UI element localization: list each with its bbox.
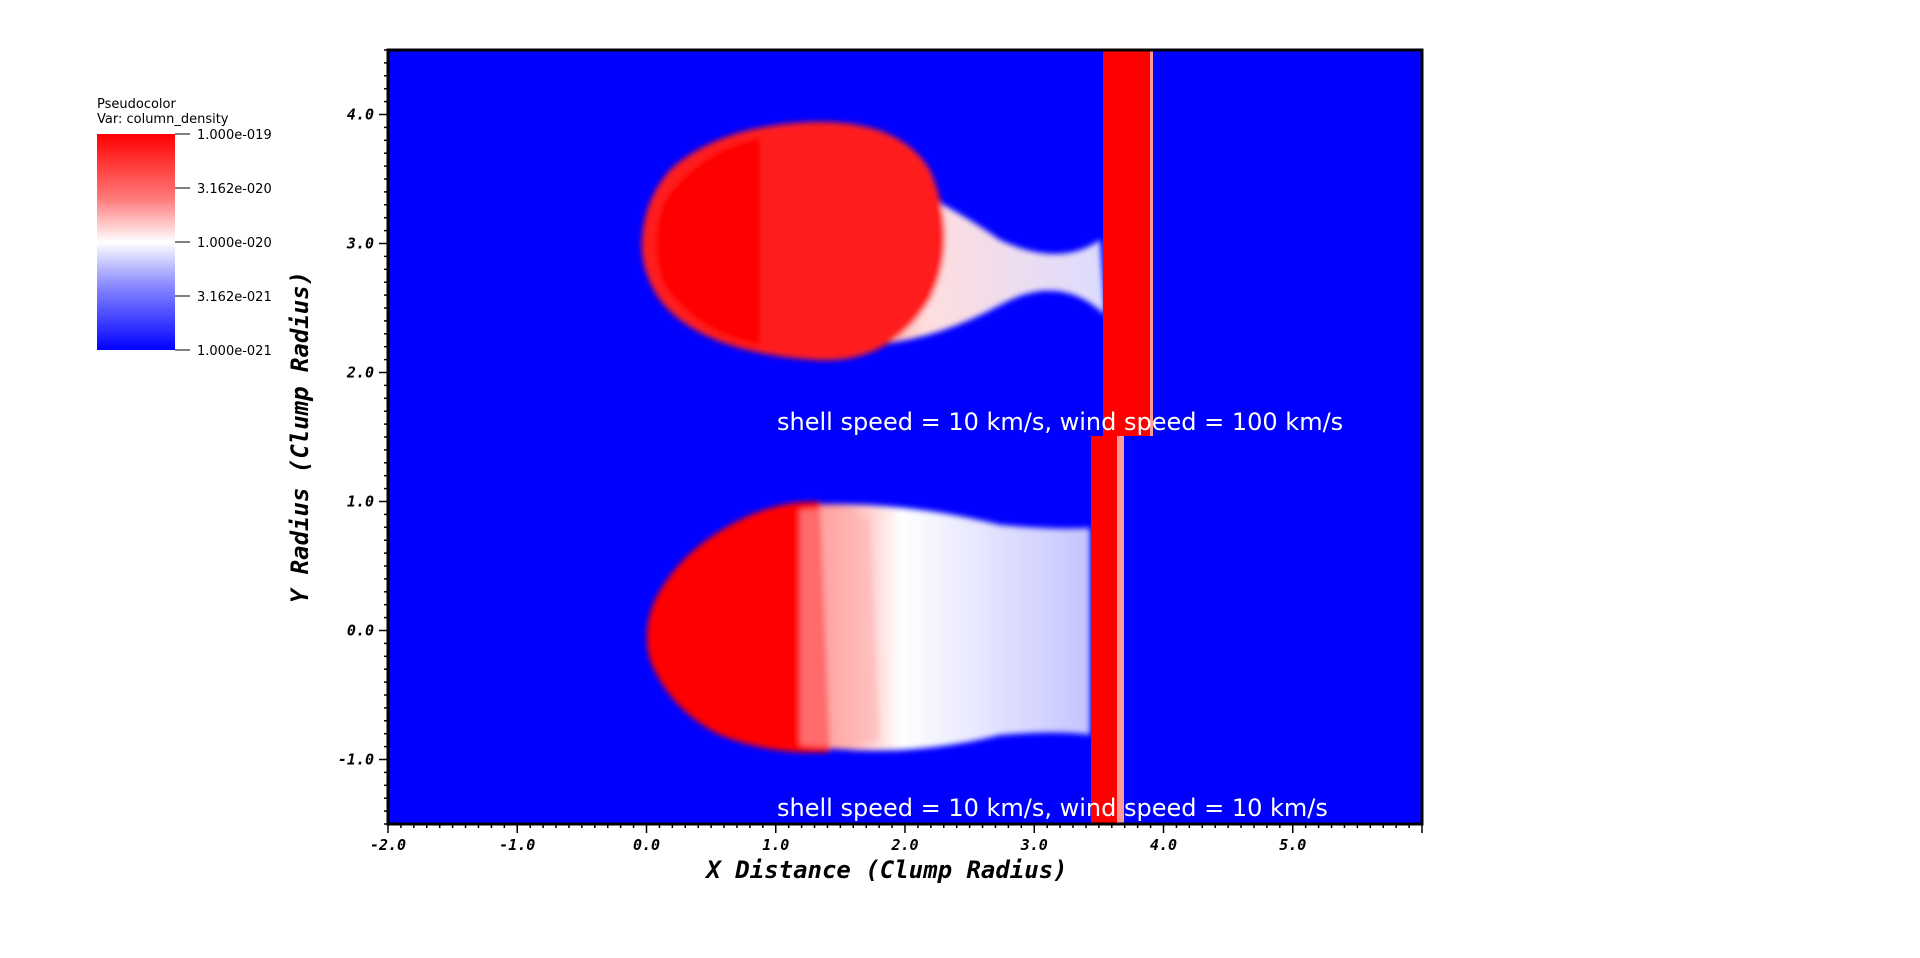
legend-title: Pseudocolor: [97, 97, 176, 112]
clump-top-core: [656, 138, 760, 345]
plot-area: shell speed = 10 km/s, wind speed = 100 …: [386, 48, 1424, 826]
y-tick-label: 2.0: [346, 364, 374, 382]
colorbar-tick-label: 3.162e-021: [197, 290, 272, 305]
legend-variable: Var: column_density: [97, 112, 229, 127]
y-axis-ticks: -1.0 0.0 1.0 2.0 3.0 4.0: [338, 49, 388, 825]
annotation-top: shell speed = 10 km/s, wind speed = 100 …: [777, 408, 1343, 436]
x-tick-label: 2.0: [890, 836, 918, 854]
y-axis-title: Y Radius (Clump Radius): [286, 271, 314, 603]
annotation-bottom: shell speed = 10 km/s, wind speed = 10 k…: [777, 794, 1328, 822]
x-axis-title: X Distance (Clump Radius): [704, 856, 1067, 884]
shell-top: [1103, 50, 1150, 436]
shell-top-edge: [1150, 50, 1153, 436]
axes: -2.0 -1.0 0.0 1.0 2.0 3.0 4.0 5.0 -1.0 0.0 1.0 2.0…: [286, 49, 1423, 884]
x-axis-ticks: -2.0 -1.0 0.0 1.0 2.0 3.0 4.0 5.0: [370, 824, 1423, 854]
colorbar: [97, 134, 175, 350]
colorbar-ticks: 1.000e-019 3.162e-020 1.000e-020 3.162e-021…: [175, 128, 272, 359]
x-tick-label: -1.0: [499, 836, 535, 854]
y-tick-label: -1.0: [338, 751, 374, 769]
y-tick-label: 4.0: [347, 106, 374, 124]
x-tick-label: 3.0: [1020, 836, 1048, 854]
x-tick-label: 0.0: [633, 836, 660, 854]
x-tick-label: 4.0: [1150, 836, 1177, 854]
y-tick-label: 0.0: [347, 622, 374, 640]
shell-bottom: [1091, 436, 1117, 824]
clump-bottom: [646, 501, 1090, 753]
clump-bottom-head: [646, 501, 830, 753]
clump-bottom-inner: [800, 508, 880, 747]
shell-bottom-edge: [1117, 436, 1124, 824]
density-field: [641, 50, 1153, 824]
y-tick-label: 3.0: [346, 235, 374, 253]
x-tick-label: 5.0: [1279, 836, 1306, 854]
x-tick-label: -2.0: [370, 836, 406, 854]
colorbar-tick-label: 1.000e-019: [197, 128, 272, 143]
y-tick-label: 1.0: [347, 493, 374, 511]
x-tick-label: 1.0: [762, 836, 789, 854]
colorbar-tick-label: 1.000e-020: [197, 236, 272, 251]
clump-top: [641, 121, 1105, 361]
color-legend: Pseudocolor Var: column_density 1.000e-0…: [97, 97, 272, 359]
colorbar-tick-label: 1.000e-021: [197, 344, 272, 359]
colorbar-tick-label: 3.162e-020: [197, 182, 272, 197]
